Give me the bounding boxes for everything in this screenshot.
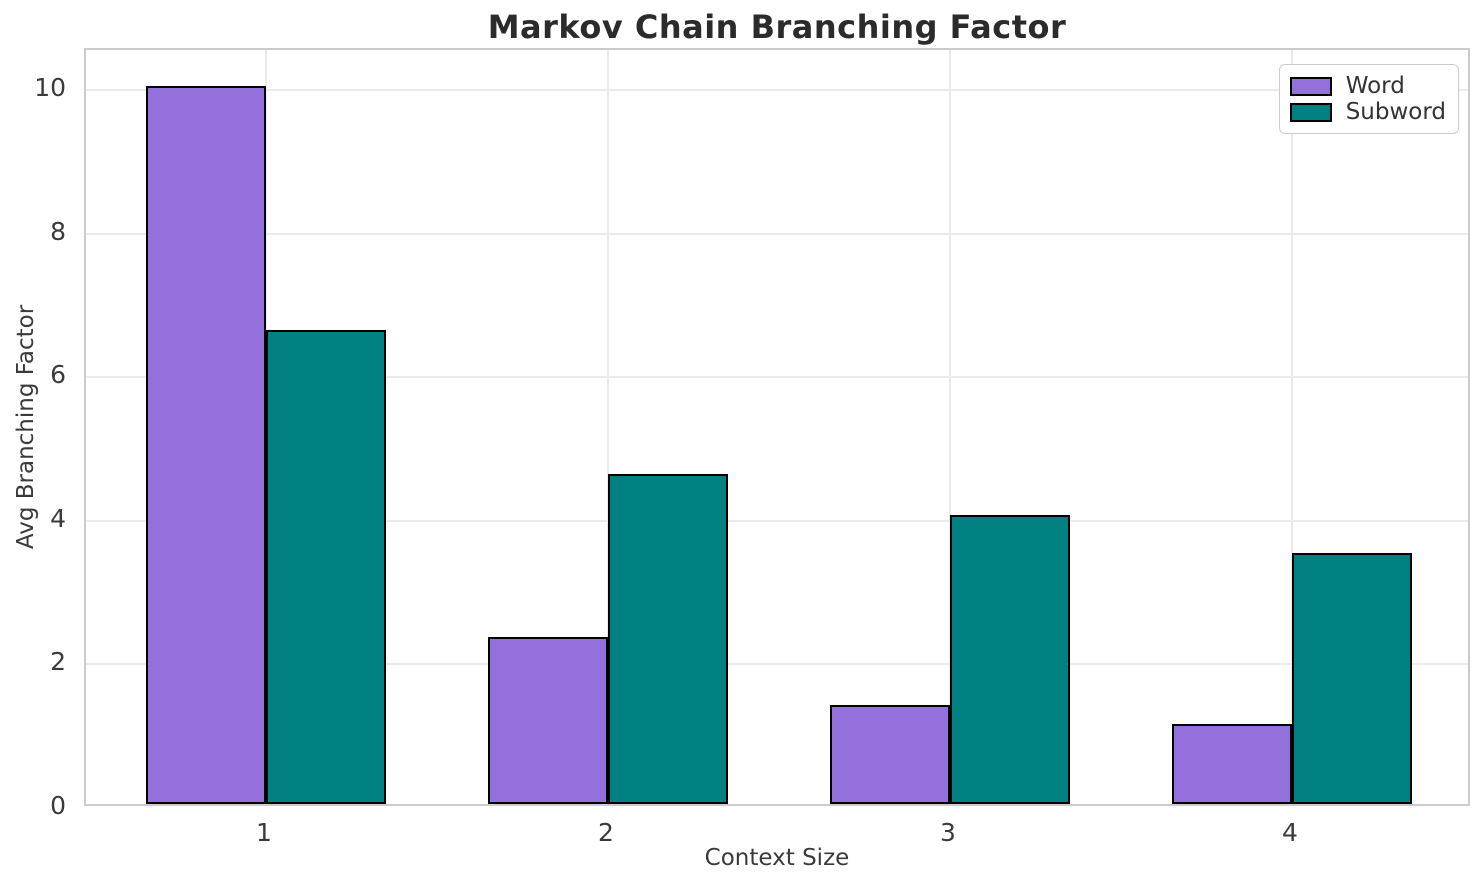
x-tick-label: 1 [256,818,272,847]
bar-word-1 [146,86,266,804]
y-tick-label: 6 [50,360,66,390]
x-tick-label: 2 [598,818,614,847]
y-gridline [86,519,1468,522]
legend-swatch-subword [1289,102,1332,122]
y-tick-label: 8 [50,216,66,246]
chart-title: Markov Chain Branching Factor [487,8,1067,46]
plot-area: Word Subword [84,48,1470,806]
legend: Word Subword [1278,64,1459,134]
y-tick-label: 0 [50,791,66,820]
legend-item-word: Word [1289,73,1446,99]
bar-word-2 [488,636,608,804]
y-gridline [86,663,1468,666]
legend-label: Subword [1345,99,1446,125]
y-tick-label: 4 [50,503,66,533]
x-tick-label: 4 [1282,818,1298,847]
bar-subword-2 [608,473,728,804]
x-gridline [1291,50,1293,804]
x-gridline [607,50,609,804]
bar-subword-1 [266,330,386,804]
x-gridline [949,50,951,804]
bar-word-3 [830,704,950,804]
y-gridline [86,376,1468,379]
legend-swatch-word [1289,76,1332,96]
y-tick-label: 2 [50,647,66,677]
legend-label: Word [1345,73,1405,99]
x-tick-label: 3 [940,818,956,847]
bar-word-4 [1172,724,1292,804]
y-gridline [86,232,1468,235]
y-tick-label: 10 [34,73,66,103]
x-axis-label: Context Size [704,845,850,871]
bar-subword-3 [950,515,1070,804]
bar-subword-4 [1292,552,1412,804]
legend-item-subword: Subword [1289,99,1446,125]
y-gridline [86,89,1468,92]
